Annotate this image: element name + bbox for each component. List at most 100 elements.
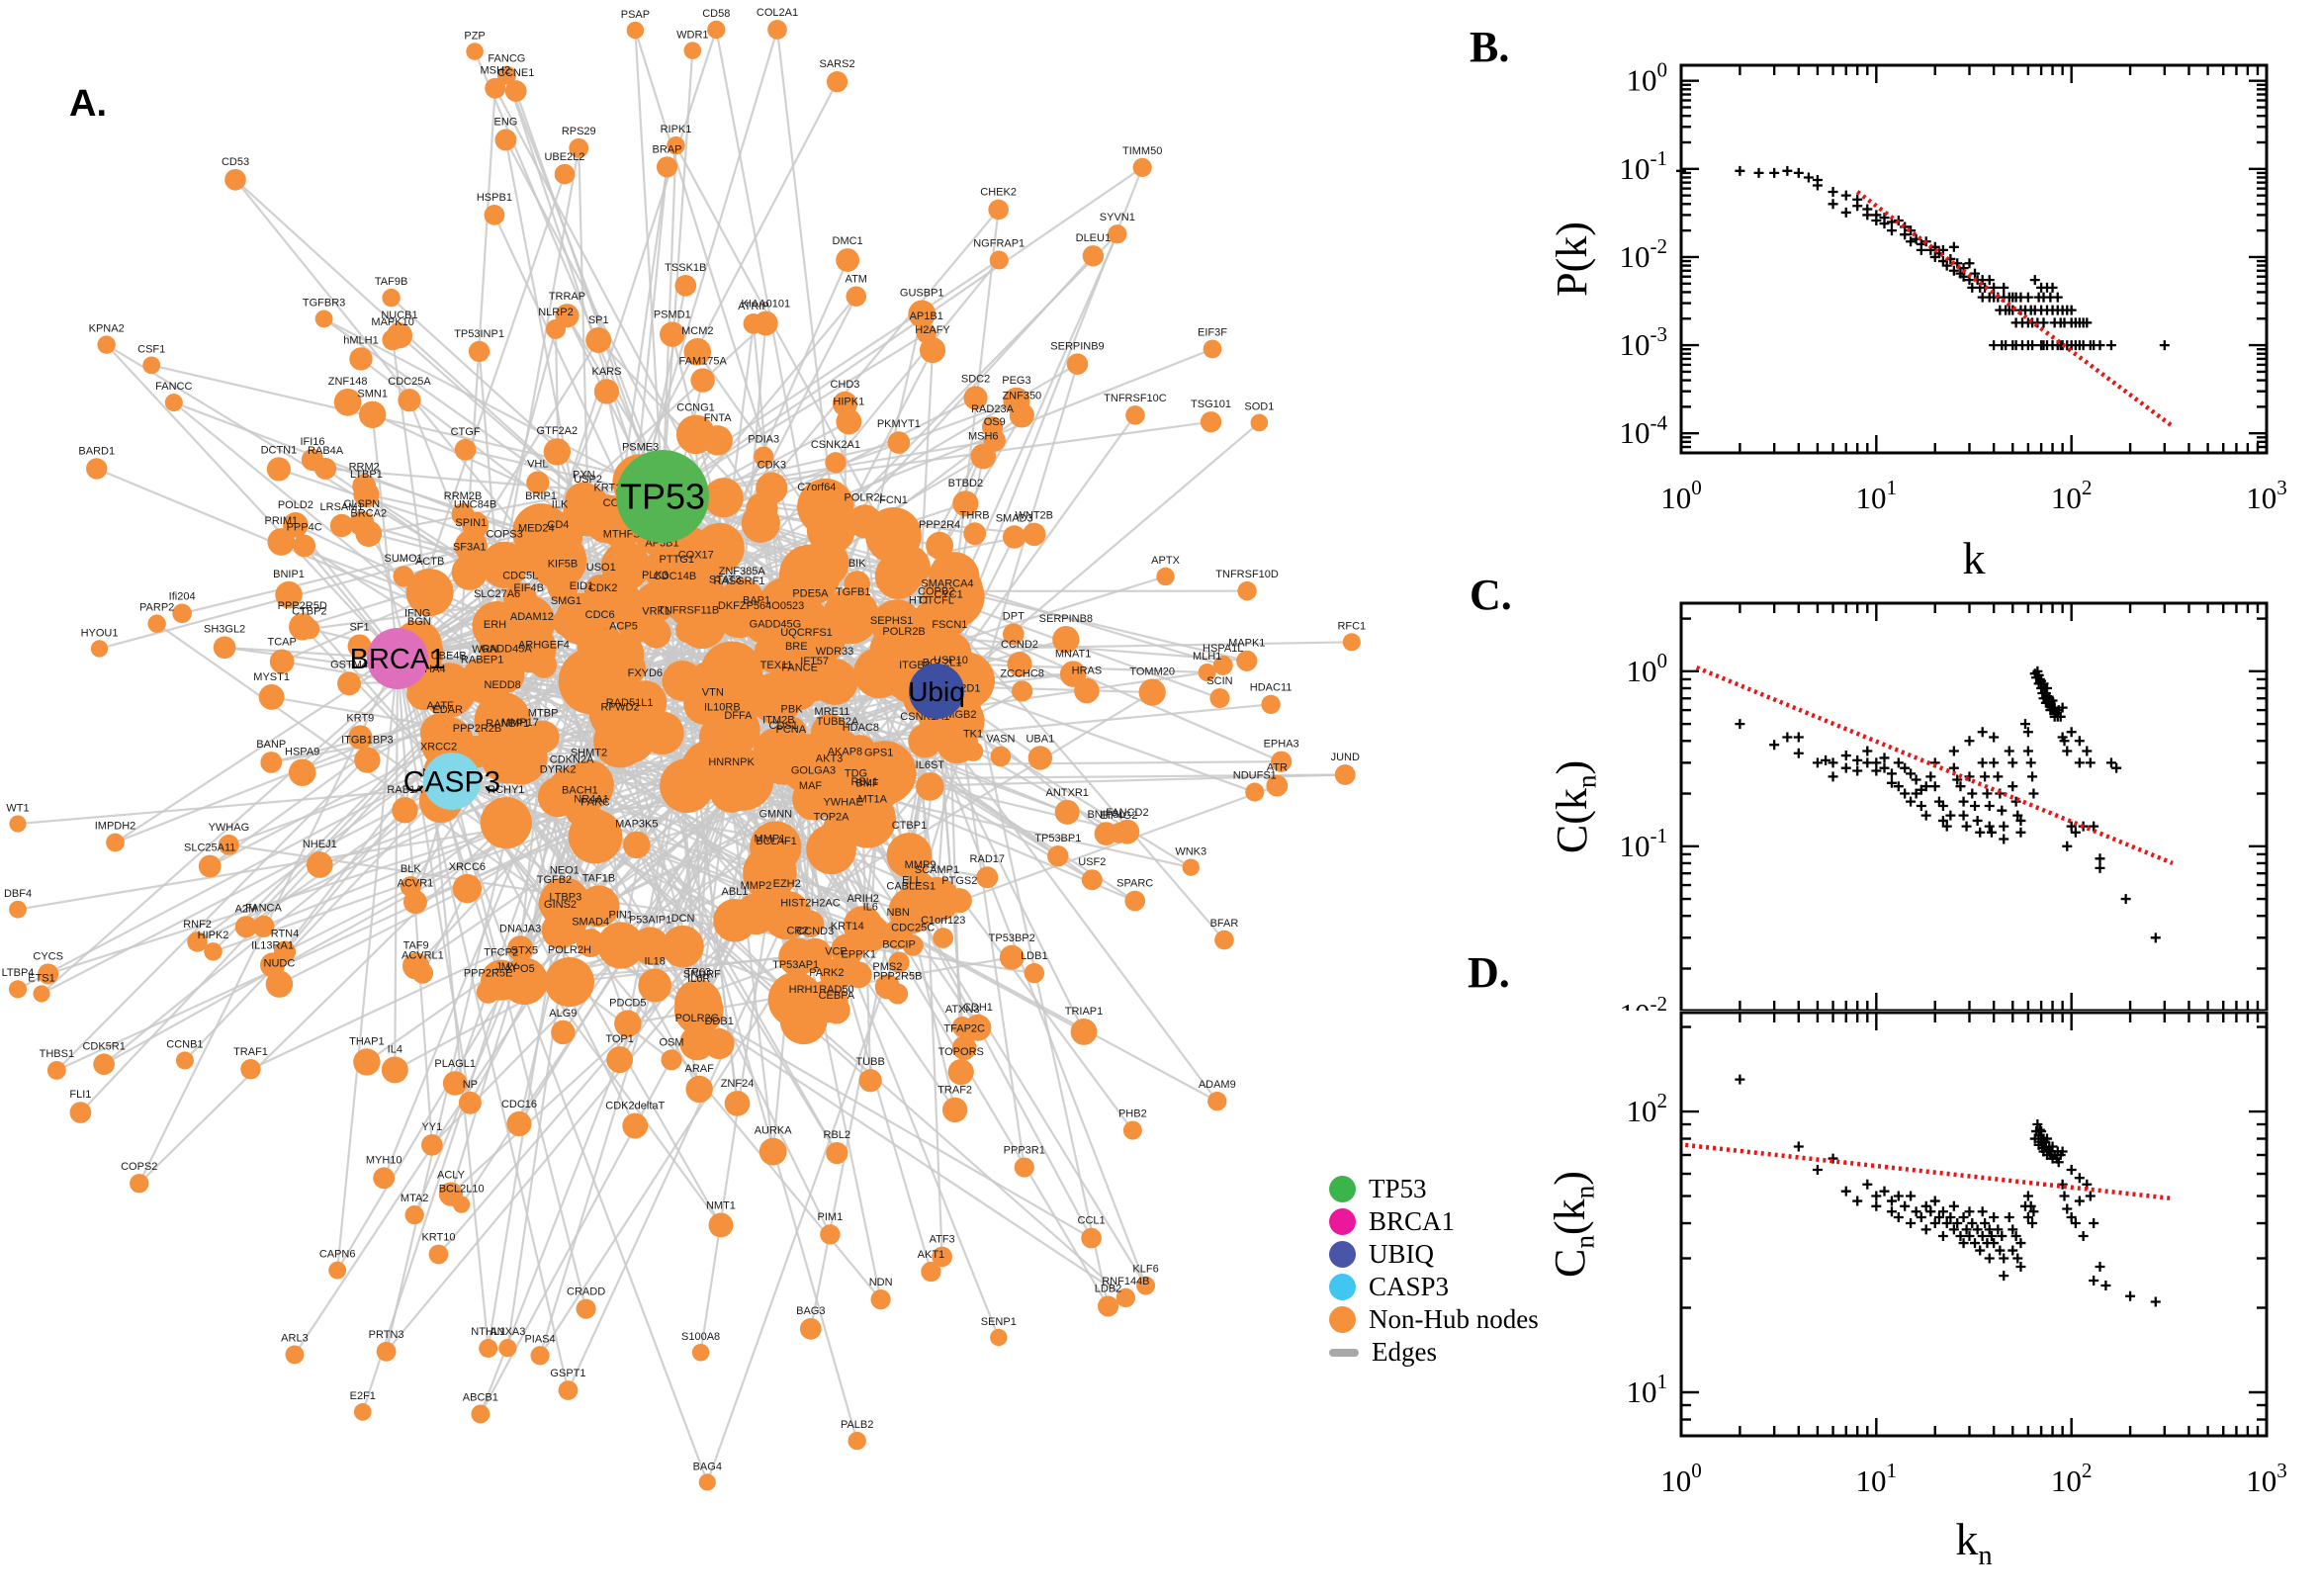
network-node: [1028, 746, 1052, 769]
network-node-label: GOLGA3: [791, 765, 836, 777]
network-node-label: ATM: [846, 273, 867, 285]
network-node-label: POLR2H: [548, 944, 591, 956]
hub-node-label: Ubiq: [908, 676, 965, 707]
network-node-label: SMN1: [357, 389, 388, 400]
network-node-label: AKT3: [816, 753, 844, 764]
network-node-label: CSNK2A1: [811, 439, 860, 451]
network-node-label: PLAGL1: [434, 1058, 476, 1070]
network-node-label: MAF: [799, 780, 823, 792]
network-node-label: KLF6: [1132, 1264, 1158, 1276]
network-node: [97, 335, 115, 353]
fit-line-D: [1685, 1145, 2173, 1198]
network-node-label: EIF3F: [1198, 327, 1227, 339]
network-node-label: KPNA2: [89, 322, 125, 334]
network-node-label: HRAS: [1072, 665, 1103, 677]
ubiq-swatch-icon: [1329, 1241, 1356, 1268]
network-node: [455, 439, 477, 461]
svg-text:103: 103: [2246, 1459, 2287, 1498]
network-node: [1095, 822, 1118, 845]
scatter-points-C: [1735, 666, 2160, 942]
network-node: [615, 594, 663, 642]
network-node: [947, 888, 972, 913]
network-node: [767, 20, 787, 40]
network-node: [825, 452, 846, 473]
network-node-label: ACP5: [609, 620, 638, 632]
network-node-label: RTN4: [271, 928, 300, 939]
network-node-label: GUSBP1: [900, 288, 944, 300]
network-node: [662, 926, 704, 968]
network-node-label: RFC1: [1337, 620, 1366, 632]
network-node-label: IL6R: [687, 973, 710, 985]
network-node-label: CDC16: [501, 1099, 537, 1110]
network-node: [690, 368, 714, 392]
network-node-label: TP53BP2: [989, 932, 1035, 944]
network-node-label: CRADD: [567, 1286, 605, 1298]
network-node-label: POLD2: [278, 499, 313, 511]
network-node-label: IL18: [644, 956, 665, 968]
network-node: [555, 164, 576, 185]
network-node-label: SMG1: [551, 595, 581, 607]
network-node: [481, 797, 532, 848]
network-node-label: RFWD2: [600, 702, 639, 714]
network-node-label: RASGRF1: [713, 576, 764, 587]
network-node-label: NBN: [887, 907, 910, 919]
network-node-label: RNF2: [183, 919, 212, 931]
network-node-label: ATRIP: [738, 301, 769, 312]
panel-c-label: C.: [1470, 570, 1512, 620]
network-node-label: RAD23A: [971, 403, 1014, 415]
network-node-label: PARK2: [809, 967, 844, 979]
network-node-label: VTN: [702, 686, 724, 698]
network-node: [1207, 1092, 1226, 1110]
network-node-label: FCN1: [879, 494, 908, 506]
network-node: [1214, 931, 1234, 950]
network-node-label: IMPDH2: [95, 821, 136, 833]
svg-text:10-2: 10-2: [1619, 992, 1667, 1011]
network-node: [948, 1059, 974, 1085]
network-node: [1015, 1157, 1034, 1177]
hub-node-label: BRCA1: [350, 644, 446, 675]
network-node: [661, 1049, 681, 1070]
network-node-label: ACVRL1: [402, 949, 444, 961]
legend-label: UBIQ: [1369, 1239, 1434, 1270]
scatter-points-B: [1676, 166, 2170, 350]
network-node: [1023, 523, 1045, 546]
network-node-label: MMP9: [905, 859, 937, 871]
network-node-label: PZP: [464, 30, 485, 42]
network-node-label: COL2A1: [757, 7, 798, 19]
network-node: [289, 758, 316, 786]
network-node: [1261, 695, 1280, 714]
network-node-label: NEDD8: [484, 679, 520, 691]
network-node-label: TRAF2: [937, 1085, 972, 1097]
network-node-label: APTX: [1151, 555, 1180, 567]
edge-swatch-icon: [1329, 1349, 1359, 1357]
network-node: [685, 1076, 712, 1103]
network-node-label: NEO1: [550, 864, 580, 876]
network-node-label: RIPK1: [661, 124, 692, 135]
network-node-label: TNFRSF10C: [1104, 393, 1167, 404]
network-node-label: PIAS4: [524, 1333, 555, 1345]
network-node-label: IL10RB: [704, 701, 741, 713]
network-node-label: CD4: [547, 519, 569, 531]
network-node: [1237, 581, 1256, 600]
network-node: [988, 200, 1009, 221]
network-node: [742, 504, 780, 543]
network-node: [315, 310, 333, 328]
network-node-label: RPS29: [562, 126, 596, 137]
network-node-label: XRCC6: [449, 861, 486, 873]
network-node: [471, 1405, 490, 1424]
network-node-label: SMAD4: [572, 916, 609, 928]
network-node: [780, 997, 828, 1044]
network-node: [106, 834, 125, 852]
legend-label: Non-Hub nodes: [1369, 1304, 1539, 1335]
network-node-label: CHEK2: [980, 187, 1017, 199]
network-node: [1251, 414, 1269, 432]
network-node-label: RBL2: [824, 1129, 851, 1141]
network-node: [836, 248, 859, 272]
network-node: [1074, 678, 1100, 704]
svg-text:10-4: 10-4: [1619, 410, 1667, 450]
network-node-label: TFCP2: [484, 947, 518, 959]
network-node-label: BLK: [401, 863, 421, 875]
svg-text:101: 101: [1856, 476, 1898, 515]
network-node-label: TRRAP: [549, 291, 585, 303]
